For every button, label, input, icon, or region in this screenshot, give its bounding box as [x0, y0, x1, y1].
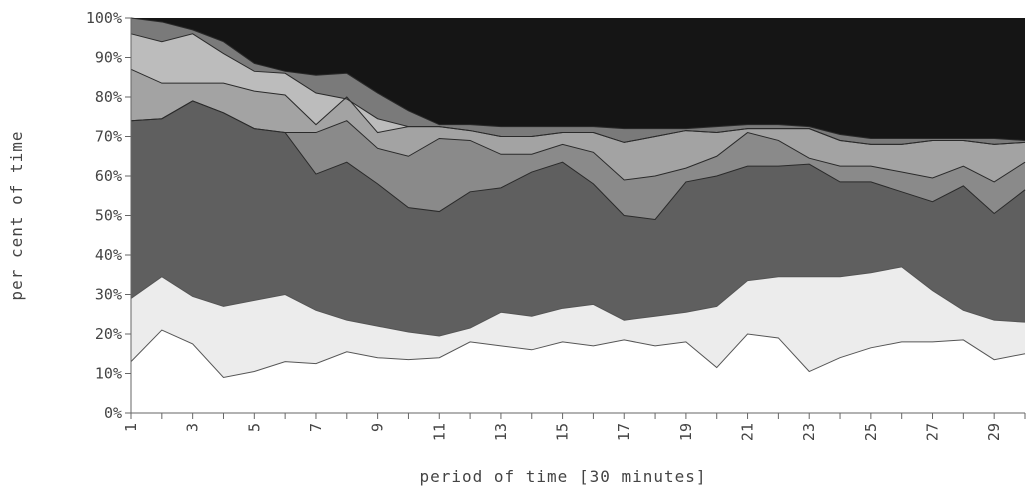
x-tick-label: 1 — [122, 423, 140, 432]
y-ticks: 0% 10% 20% 30% 40% 50% 60% 70% 80% 90% 100% — [86, 9, 131, 422]
y-tick-label: 30% — [95, 286, 122, 304]
x-tick-label: 17 — [615, 423, 633, 441]
boundary-line-2 — [130, 266, 1026, 337]
x-axis-title: period of time [30 minutes] — [419, 467, 706, 486]
y-tick-label: 20% — [95, 325, 122, 343]
y-tick-label: 0% — [104, 404, 122, 422]
y-tick-label: 50% — [95, 207, 122, 225]
y-tick-label: 60% — [95, 167, 122, 185]
x-tick-label: 13 — [492, 423, 510, 441]
area-layer-3 — [131, 100, 1025, 336]
x-tick-label: 23 — [800, 423, 818, 441]
x-tick-label: 15 — [554, 423, 572, 441]
x-tick-label: 3 — [184, 423, 202, 432]
area-layer-4 — [131, 100, 1025, 220]
area-layer-2 — [131, 266, 1025, 378]
boundary-line-4 — [130, 100, 1026, 183]
boundary-line-1 — [130, 329, 1026, 378]
y-tick-label: 70% — [95, 128, 122, 146]
x-ticks: 1 3 5 7 9 11 13 15 17 19 21 23 25 27 29 — [122, 413, 1026, 441]
boundary-lines — [130, 17, 1026, 378]
x-tick-label: 27 — [924, 423, 942, 441]
x-tick-label: 5 — [245, 423, 263, 432]
area-layer-8 — [131, 18, 1025, 141]
y-tick-label: 10% — [95, 365, 122, 383]
y-tick-label: 100% — [86, 9, 122, 27]
x-tick-label: 21 — [739, 423, 757, 441]
area-layers — [131, 18, 1025, 413]
area-layer-5 — [131, 69, 1025, 182]
y-tick-label: 40% — [95, 246, 122, 264]
boundary-line-6 — [130, 33, 1026, 145]
x-tick-label: 19 — [677, 423, 695, 441]
x-tick-label: 7 — [307, 423, 325, 432]
x-tick-label: 25 — [862, 423, 880, 441]
area-layer-7 — [131, 18, 1025, 145]
x-tick-label: 29 — [985, 423, 1003, 441]
y-tick-label: 90% — [95, 49, 122, 67]
y-tick-label: 80% — [95, 88, 122, 106]
y-axis-title: per cent of time — [7, 130, 26, 300]
area-layer-1 — [131, 330, 1025, 413]
x-tick-label: 11 — [430, 423, 448, 441]
x-tick-label: 9 — [369, 423, 387, 432]
boundary-line-7 — [130, 17, 1026, 141]
